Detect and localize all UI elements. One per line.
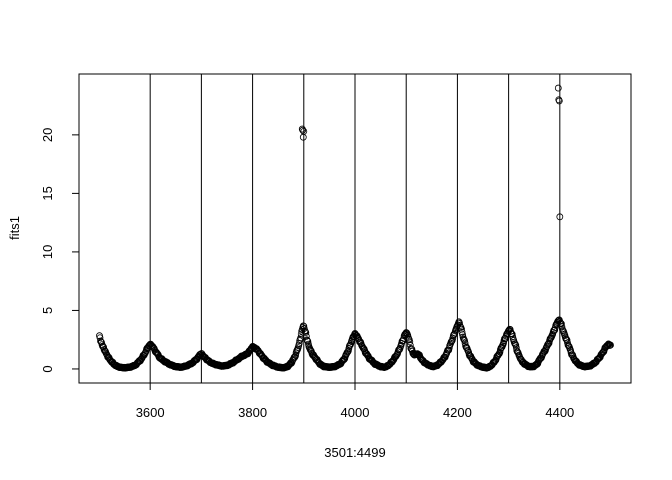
data-point xyxy=(532,361,540,369)
data-point xyxy=(459,331,466,339)
y-tick-label: 20 xyxy=(40,128,55,142)
data-point xyxy=(495,350,503,358)
data-point xyxy=(461,337,468,344)
data-point xyxy=(500,339,507,347)
data-point xyxy=(512,341,520,349)
outlier-point xyxy=(299,126,307,134)
data-point xyxy=(406,341,414,349)
data-point xyxy=(494,352,502,360)
x-tick-label: 4000 xyxy=(341,405,370,420)
x-axis-label: 3501:4499 xyxy=(324,445,385,460)
data-point xyxy=(508,330,516,338)
data-point xyxy=(460,335,467,343)
data-point xyxy=(99,342,107,350)
x-tick-label: 4200 xyxy=(443,405,472,420)
data-point xyxy=(545,340,552,348)
data-point xyxy=(558,322,566,330)
data-point xyxy=(447,338,455,346)
x-tick-label: 4400 xyxy=(545,405,574,420)
data-point xyxy=(96,334,104,342)
y-axis-label: fits1 xyxy=(7,216,22,240)
x-tick-label: 3800 xyxy=(238,405,267,420)
data-point xyxy=(456,319,463,327)
y-tick-label: 10 xyxy=(40,245,55,259)
outlier-point xyxy=(555,97,563,105)
data-point xyxy=(498,344,505,351)
data-point xyxy=(544,341,551,349)
x-tick-label: 3600 xyxy=(136,405,165,420)
data-points xyxy=(96,84,614,372)
data-point xyxy=(302,332,310,340)
outlier-point xyxy=(300,127,308,135)
data-point xyxy=(557,320,565,328)
data-point xyxy=(607,341,614,349)
outlier-point xyxy=(554,84,562,92)
data-point xyxy=(565,342,572,350)
data-point xyxy=(405,335,413,343)
data-point xyxy=(458,325,465,333)
data-point xyxy=(406,338,414,346)
data-point xyxy=(458,328,466,336)
data-point xyxy=(300,325,308,332)
plot-frame xyxy=(78,73,632,384)
data-point xyxy=(304,337,312,345)
data-point xyxy=(604,342,611,349)
y-tick-label: 15 xyxy=(40,186,55,200)
outlier-point xyxy=(556,213,564,221)
y-tick-label: 0 xyxy=(40,365,55,372)
data-point xyxy=(304,340,312,348)
data-point xyxy=(511,340,519,348)
data-point xyxy=(302,329,310,336)
y-tick-label: 5 xyxy=(40,307,55,314)
data-point xyxy=(303,336,311,344)
